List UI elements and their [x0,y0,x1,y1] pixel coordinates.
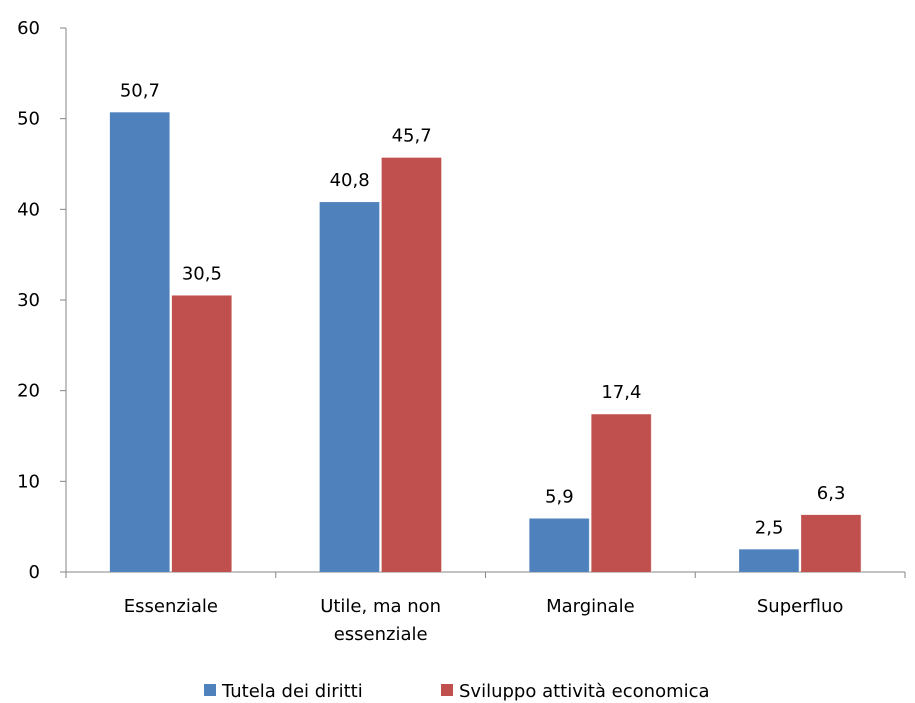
bar-tutela [529,518,590,572]
y-tick-label: 30 [17,290,40,311]
legend-label: Tutela dei diritti [221,681,363,702]
y-tick-label: 40 [17,199,40,220]
bar-sviluppo [591,414,652,572]
bars [109,112,862,573]
legend: Tutela dei diritti Sviluppo attività econ… [204,681,710,702]
x-category-label: essenziale [334,624,428,645]
data-label: 40,8 [330,170,370,191]
data-label: 45,7 [392,126,432,147]
legend-label: Sviluppo attività economica [459,681,710,702]
data-label: 2,5 [755,517,784,538]
data-label: 17,4 [601,382,641,403]
y-tick-label: 20 [17,381,40,402]
legend-swatch [204,684,216,696]
y-tick-label: 0 [29,562,40,583]
bar-sviluppo [171,295,232,572]
bar-sviluppo [801,514,862,572]
data-label: 5,9 [545,487,574,508]
y-tick-label: 10 [17,471,40,492]
data-label: 50,7 [120,80,160,101]
data-labels: 50,7 30,5 40,8 45,7 5,9 17,4 2,5 6,3 [120,80,846,538]
x-category-label: Utile, ma non [320,596,441,617]
bar-tutela [109,112,170,572]
x-category-label: Superfluo [757,596,844,617]
x-category-label: Essenziale [124,596,218,617]
legend-swatch [441,684,453,696]
data-label: 30,5 [182,263,222,284]
bar-tutela [319,202,380,572]
x-category-label: Marginale [546,596,635,617]
data-label: 6,3 [817,483,846,504]
bar-sviluppo [381,157,442,573]
axes: 0 10 20 30 40 50 60 Essenziale Utile, ma non esse… [17,18,906,645]
y-tick-label: 50 [17,109,40,130]
y-tick-label: 60 [17,18,40,39]
bar-tutela [739,549,800,572]
